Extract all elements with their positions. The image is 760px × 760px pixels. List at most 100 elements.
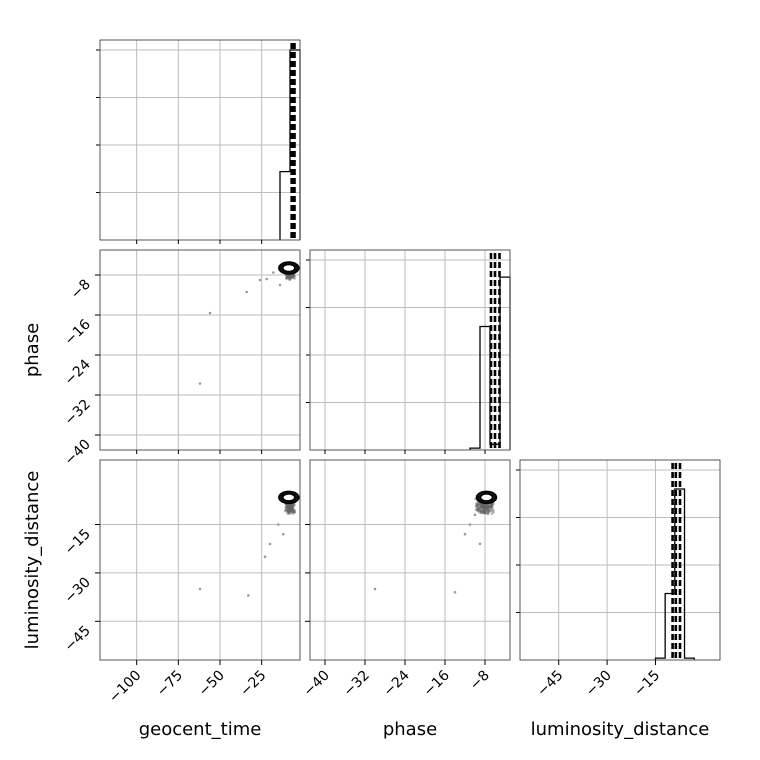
scatter-point xyxy=(474,508,478,512)
scatter-point xyxy=(292,508,296,512)
scatter-point xyxy=(475,504,479,508)
scatter-point xyxy=(290,510,294,514)
scatter-point xyxy=(478,503,482,507)
scatter-point xyxy=(290,275,294,279)
scatter-point xyxy=(479,505,483,508)
scatter-point xyxy=(482,506,486,509)
scatter-point xyxy=(485,506,488,510)
scatter-point xyxy=(288,275,292,279)
scatter-point xyxy=(289,507,292,511)
scatter-point xyxy=(484,505,488,509)
scatter-point xyxy=(474,505,478,509)
scatter-point xyxy=(286,275,290,278)
scatter-point xyxy=(484,504,488,508)
scatter-point xyxy=(285,275,289,279)
scatter-point xyxy=(288,505,292,509)
scatter-point xyxy=(289,508,293,511)
scatter-point xyxy=(489,508,493,512)
scatter-point xyxy=(491,508,495,512)
scatter-point xyxy=(483,507,487,511)
scatter-point xyxy=(285,275,289,279)
scatter-point xyxy=(487,504,490,508)
scatter-point xyxy=(291,512,295,515)
scatter-point xyxy=(485,506,489,509)
scatter-point xyxy=(285,505,289,509)
scatter-point xyxy=(490,504,494,508)
scatter-point xyxy=(289,507,292,511)
scatter-point xyxy=(483,510,487,513)
scatter-point xyxy=(483,504,487,508)
scatter-panel-geocent_time-luminosity_distance xyxy=(100,460,300,660)
scatter-point xyxy=(486,506,490,510)
scatter-point xyxy=(486,508,490,512)
scatter-point xyxy=(288,506,292,510)
scatter-point xyxy=(287,505,291,509)
scatter-point xyxy=(483,506,486,510)
scatter-point xyxy=(484,509,487,513)
scatter-point xyxy=(288,512,292,515)
scatter-point xyxy=(289,505,293,509)
scatter-point xyxy=(488,505,491,509)
scatter-point xyxy=(288,505,292,509)
scatter-point xyxy=(291,503,295,507)
scatter-point xyxy=(288,505,292,508)
scatter-point xyxy=(490,512,494,516)
scatter-point xyxy=(287,506,291,510)
scatter-point xyxy=(291,507,294,510)
scatter-point xyxy=(287,504,291,507)
y-axis-label-phase: phase xyxy=(22,323,43,377)
scatter-point xyxy=(489,503,493,507)
scatter-point xyxy=(287,274,290,277)
scatter-point xyxy=(481,510,485,514)
scatter-point xyxy=(485,504,488,508)
scatter-point xyxy=(480,505,484,508)
scatter-point xyxy=(288,275,291,279)
scatter-point xyxy=(289,277,292,281)
y-tick-label: −16 xyxy=(62,316,94,348)
scatter-point xyxy=(286,509,290,513)
scatter-point xyxy=(486,503,490,507)
scatter-point xyxy=(208,311,212,315)
contour-line xyxy=(479,493,494,502)
scatter-point xyxy=(289,509,293,512)
scatter-point xyxy=(288,503,291,507)
scatter-point xyxy=(488,505,492,508)
x-tick-label: −75 xyxy=(154,668,186,700)
scatter-point xyxy=(287,510,291,514)
scatter-point xyxy=(485,505,489,509)
scatter-point xyxy=(286,505,289,508)
scatter-point xyxy=(479,511,483,514)
scatter-point xyxy=(286,505,290,508)
scatter-point xyxy=(491,502,495,506)
scatter-point xyxy=(473,513,477,517)
scatter-point xyxy=(287,505,291,508)
scatter-point xyxy=(285,276,289,280)
scatter-point xyxy=(485,503,489,507)
scatter-point xyxy=(480,505,484,509)
x-tick-label: −100 xyxy=(106,668,145,707)
scatter-point xyxy=(289,509,293,513)
scatter-point xyxy=(288,504,292,508)
scatter-point xyxy=(492,510,496,514)
scatter-point xyxy=(287,503,291,507)
scatter-point xyxy=(288,278,292,281)
scatter-point xyxy=(481,509,485,513)
scatter-point xyxy=(289,507,293,511)
scatter-point xyxy=(291,507,295,510)
scatter-point xyxy=(289,504,293,508)
histogram-frame-phase xyxy=(309,249,511,451)
scatter-point xyxy=(284,508,288,512)
scatter-point xyxy=(290,274,294,278)
scatter-point xyxy=(482,506,486,510)
scatter-point xyxy=(479,503,483,507)
scatter-point xyxy=(484,507,488,511)
scatter-point xyxy=(287,506,290,510)
scatter-frame-geocent_time-luminosity_distance xyxy=(99,459,301,661)
scatter-point xyxy=(488,505,492,508)
scatter-point xyxy=(290,506,294,510)
scatter-point xyxy=(287,504,291,508)
scatter-point xyxy=(290,510,294,514)
scatter-point xyxy=(290,503,294,507)
scatter-point xyxy=(486,503,490,507)
scatter-point xyxy=(482,510,486,514)
